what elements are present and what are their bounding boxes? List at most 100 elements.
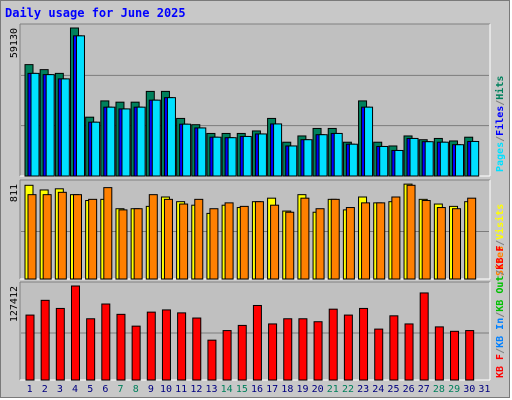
sites-bar-day-1 bbox=[27, 194, 37, 280]
sites-bar-day-27 bbox=[421, 200, 431, 280]
sites-bar-day-23 bbox=[361, 202, 371, 280]
pages-bar-day-12 bbox=[197, 127, 207, 177]
scale-label: 59130 bbox=[9, 28, 20, 58]
scale-label: 127412 bbox=[9, 286, 20, 322]
day-label-20: 20 bbox=[312, 384, 324, 395]
sites-bar-day-30 bbox=[467, 197, 477, 280]
pages-bar-day-14 bbox=[227, 137, 237, 177]
kbf-bar-day-19 bbox=[298, 318, 308, 381]
day-label-5: 5 bbox=[87, 384, 93, 395]
sites-bar-day-11 bbox=[179, 203, 189, 280]
pages-bar-day-22 bbox=[348, 143, 358, 177]
day-label-7: 7 bbox=[118, 384, 124, 395]
sites-bar-day-5 bbox=[88, 198, 98, 280]
pages-bar-day-11 bbox=[182, 123, 192, 177]
kbf-bar-day-30 bbox=[465, 330, 475, 381]
pages-bar-day-10 bbox=[166, 97, 176, 177]
legend-entry: / bbox=[495, 312, 506, 318]
kbf-bar-day-14 bbox=[222, 330, 232, 381]
day-label-11: 11 bbox=[175, 384, 187, 395]
sites-bar-day-25 bbox=[391, 196, 401, 280]
kbf-bar-day-26 bbox=[404, 323, 414, 381]
day-label-17: 17 bbox=[266, 384, 278, 395]
pages-bar-day-24 bbox=[379, 145, 389, 177]
pages-bar-day-13 bbox=[212, 136, 222, 177]
day-label-31: 31 bbox=[478, 384, 490, 395]
pages-bar-day-23 bbox=[364, 106, 374, 177]
sites-bar-day-3 bbox=[57, 191, 67, 280]
sites-bar-day-21 bbox=[330, 198, 340, 280]
kbf-bar-day-29 bbox=[450, 330, 460, 381]
legend: KB F/KB In/KB Out/KB F bbox=[495, 245, 506, 378]
kbf-bar-day-11 bbox=[177, 312, 187, 381]
sites-bar-day-4 bbox=[72, 194, 82, 280]
kbf-bar-day-24 bbox=[374, 328, 384, 381]
day-label-18: 18 bbox=[281, 384, 293, 395]
legend-entry: / bbox=[495, 240, 506, 246]
pages-bar-day-28 bbox=[439, 141, 449, 177]
pages-bar-day-1 bbox=[30, 72, 40, 177]
legend-entry: Visits bbox=[494, 204, 506, 240]
pages-bar-day-3 bbox=[60, 78, 70, 177]
kbf-bar-day-7 bbox=[116, 313, 126, 381]
sites-bar-day-12 bbox=[194, 198, 204, 280]
legend-entry: / bbox=[495, 270, 506, 276]
day-label-16: 16 bbox=[251, 384, 263, 395]
sites-bar-day-26 bbox=[406, 184, 416, 280]
legend-entry: KB F bbox=[495, 354, 506, 378]
sites-bar-day-22 bbox=[345, 207, 355, 280]
legend-entry: Sites bbox=[494, 246, 506, 276]
day-label-25: 25 bbox=[387, 384, 399, 395]
sites-bar-day-2 bbox=[42, 194, 52, 280]
pages-bar-day-29 bbox=[455, 144, 465, 177]
pages-bar-day-18 bbox=[288, 145, 298, 177]
day-label-4: 4 bbox=[72, 384, 78, 395]
kbf-bar-day-15 bbox=[237, 324, 247, 381]
legend-entry: KB In bbox=[495, 318, 506, 348]
day-label-2: 2 bbox=[42, 384, 48, 395]
sites-bar-day-6 bbox=[103, 187, 113, 280]
legend: Pages/Files/Hits bbox=[494, 76, 506, 172]
kbf-bar-day-27 bbox=[419, 292, 429, 381]
day-label-8: 8 bbox=[133, 384, 139, 395]
day-label-29: 29 bbox=[448, 384, 460, 395]
day-label-27: 27 bbox=[418, 384, 430, 395]
day-label-22: 22 bbox=[342, 384, 354, 395]
sites-bar-day-8 bbox=[133, 208, 143, 280]
legend-entry: Hits bbox=[494, 76, 506, 100]
kbf-bar-day-9 bbox=[146, 311, 156, 381]
legend-entry: KB F bbox=[495, 245, 506, 269]
legend-entry: Files bbox=[494, 106, 506, 136]
day-label-9: 9 bbox=[148, 384, 154, 395]
day-label-19: 19 bbox=[296, 384, 308, 395]
sites-bar-day-29 bbox=[452, 208, 462, 280]
legend-entry: KB Out bbox=[495, 276, 506, 312]
kbf-bar-day-20 bbox=[313, 321, 323, 381]
sites-bar-day-14 bbox=[224, 202, 234, 280]
day-label-24: 24 bbox=[372, 384, 384, 395]
scale-label: 811 bbox=[9, 184, 20, 202]
sites-bar-day-28 bbox=[436, 207, 446, 280]
kbf-bar-day-21 bbox=[328, 308, 338, 381]
sites-bar-day-13 bbox=[209, 208, 219, 280]
day-label-3: 3 bbox=[57, 384, 63, 395]
day-label-13: 13 bbox=[205, 384, 217, 395]
sites-bar-day-20 bbox=[315, 208, 325, 280]
legend-entry: / bbox=[495, 348, 506, 354]
pages-bar-day-2 bbox=[45, 74, 55, 177]
kbf-bar-day-16 bbox=[252, 304, 262, 381]
legend: Sites/Visits bbox=[494, 204, 506, 276]
sites-bar-day-16 bbox=[254, 201, 264, 280]
kbf-bar-day-5 bbox=[86, 318, 96, 381]
day-label-28: 28 bbox=[433, 384, 445, 395]
pages-bar-day-16 bbox=[257, 133, 267, 177]
pages-bar-day-15 bbox=[242, 135, 252, 177]
kbf-bar-day-3 bbox=[55, 307, 65, 381]
chart-title: Daily usage for June 2025 bbox=[5, 6, 186, 20]
kbf-bar-day-10 bbox=[161, 309, 171, 381]
day-label-6: 6 bbox=[102, 384, 108, 395]
pages-bar-day-6 bbox=[106, 106, 116, 177]
kbf-bar-day-1 bbox=[25, 314, 35, 381]
